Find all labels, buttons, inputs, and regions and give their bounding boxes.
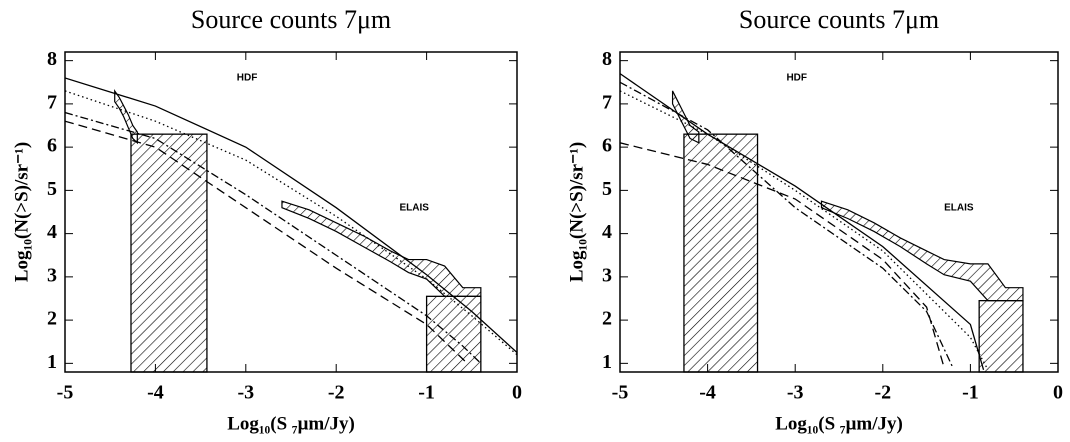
x-tick-label: -1: [418, 382, 435, 404]
y-tick-label: 1: [47, 351, 57, 373]
x-tick-label: -3: [237, 382, 254, 404]
curve: [620, 142, 945, 368]
hatched-band: [281, 200, 482, 297]
y-tick-label: 6: [47, 135, 57, 157]
hatched-bar: [425, 295, 482, 373]
y-tick-label: 5: [47, 178, 57, 200]
annotation: ELAIS: [399, 202, 429, 213]
x-tick-label: -3: [787, 382, 804, 404]
curve: [620, 81, 954, 368]
x-tick-label: -2: [328, 382, 345, 404]
x-tick-label: -4: [147, 382, 164, 404]
annotation: HDF: [237, 73, 258, 84]
y-tick-label: 5: [602, 178, 612, 200]
x-axis-label: Log₁₀(S ₇μm/Jy): [775, 413, 903, 434]
y-axis-label: Log₁₀(N(>S)/sr⁻¹): [11, 142, 32, 282]
curve: [65, 111, 482, 364]
plot-frame: [64, 51, 518, 373]
curve: [620, 90, 989, 371]
y-tick-label: 4: [602, 221, 612, 243]
hatched-bar: [683, 133, 759, 373]
y-tick-label: 1: [602, 351, 612, 373]
x-tick-label: -2: [874, 382, 891, 404]
y-tick-label: 3: [602, 264, 612, 286]
curve: [65, 120, 468, 364]
hatched-band: [114, 89, 138, 145]
y-tick-label: 4: [47, 221, 57, 243]
chart-title: Source counts 7μm: [191, 5, 391, 34]
hatched-bar: [130, 133, 208, 373]
x-tick-label: -1: [962, 382, 979, 404]
y-tick-label: 6: [602, 135, 612, 157]
y-tick-label: 2: [47, 308, 57, 330]
plot-frame: [619, 51, 1059, 373]
y-axis-label: Log₁₀(N(>S)/sr⁻¹): [566, 142, 587, 282]
curve: [65, 90, 517, 356]
y-tick-label: 7: [47, 91, 57, 113]
hatched-bar: [978, 299, 1024, 373]
x-tick-label: -4: [699, 382, 716, 404]
annotation: HDF: [786, 73, 807, 84]
y-tick-label: 7: [602, 91, 612, 113]
y-tick-label: 8: [602, 48, 612, 70]
chart-title: Source counts 7μm: [739, 5, 939, 34]
x-tick-label: 0: [512, 382, 522, 404]
hatched-band: [820, 200, 1024, 302]
x-tick-label: -5: [57, 382, 74, 404]
x-axis-label: Log₁₀(S ₇μm/Jy): [227, 413, 355, 434]
x-tick-label: -5: [612, 382, 629, 404]
curve: [620, 73, 985, 371]
annotation: ELAIS: [944, 202, 974, 213]
y-tick-label: 3: [47, 264, 57, 286]
y-tick-label: 2: [602, 308, 612, 330]
y-tick-label: 8: [47, 48, 57, 70]
curve: [65, 77, 517, 354]
x-tick-label: 0: [1053, 382, 1063, 404]
